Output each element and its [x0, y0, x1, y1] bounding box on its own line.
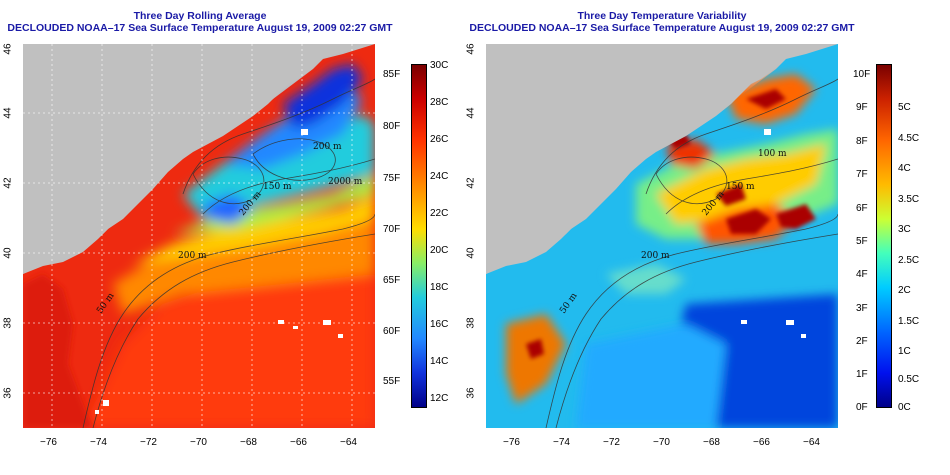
right-colorbar-c-label: 0C: [898, 402, 911, 413]
right-ytick: 46: [465, 43, 477, 55]
left-colorbar-f-label: 75F: [383, 173, 401, 184]
left-colorbar-f-label: 85F: [383, 69, 401, 80]
right-contour-label-2: 100 m: [758, 149, 787, 159]
left-colorbar-f-label: 80F: [383, 121, 401, 132]
left-colorbar-c-label: 16C: [430, 319, 449, 330]
right-ytick: 36: [465, 387, 477, 399]
right-colorbar-f-label: 3F: [856, 303, 868, 314]
left-xtick: −68: [240, 437, 257, 448]
left-colorbar-f-label: 70F: [383, 224, 401, 235]
right-xtick: −68: [703, 437, 720, 448]
left-colorbar: [411, 64, 427, 408]
left-ytick: 36: [2, 387, 14, 399]
right-xtick: −70: [653, 437, 670, 448]
left-colorbar-c-label: 18C: [430, 282, 449, 293]
right-ytick: 40: [465, 247, 477, 259]
left-ytick: 42: [2, 177, 14, 189]
right-colorbar-c-label: 4.5C: [898, 133, 920, 144]
right-colorbar-f-label: 7F: [856, 169, 868, 180]
left-sst-map: 2000 m 200 m 200 m 50 m 150 m 200 m: [23, 44, 375, 428]
left-xtick: −70: [190, 437, 207, 448]
right-colorbar-c-label: 3C: [898, 224, 911, 235]
right-colorbar-c-label: 1.5C: [898, 316, 920, 327]
right-xtick: −74: [553, 437, 570, 448]
right-colorbar-f-label: 8F: [856, 136, 868, 147]
right-title-line2: DECLOUDED NOAA–17 Sea Surface Temperatur…: [469, 22, 855, 34]
left-ytick: 44: [2, 107, 14, 119]
left-title-line2: DECLOUDED NOAA–17 Sea Surface Temperatur…: [7, 22, 393, 34]
left-colorbar-c-label: 22C: [430, 208, 449, 219]
right-contour-label-1: 150 m: [726, 182, 755, 192]
right-colorbar-f-label: 4F: [856, 269, 868, 280]
left-contour-label-6: 200 m: [313, 142, 342, 152]
right-colorbar: [876, 64, 892, 408]
left-title-line1: Three Day Rolling Average: [133, 10, 267, 22]
right-colorbar-c-label: 5C: [898, 102, 911, 113]
left-colorbar-c-label: 20C: [430, 245, 449, 256]
left-xtick: −74: [90, 437, 107, 448]
right-colorbar-c-label: 1C: [898, 346, 911, 357]
right-variability-map: 150 m 100 m 200 m 200 m 50 m: [486, 44, 838, 428]
left-ytick: 38: [2, 317, 14, 329]
right-colorbar-c-label: 3.5C: [898, 194, 920, 205]
right-colorbar-f-label: 1F: [856, 369, 868, 380]
left-contour-label-5: 150 m: [263, 182, 292, 192]
left-colorbar-c-label: 24C: [430, 171, 449, 182]
left-contour-label-2: 200 m: [178, 251, 207, 261]
right-ytick: 44: [465, 107, 477, 119]
left-colorbar-c-label: 28C: [430, 97, 449, 108]
right-ytick: 42: [465, 177, 477, 189]
right-colorbar-f-label: 9F: [856, 102, 868, 113]
left-ytick: 40: [2, 247, 14, 259]
right-xtick: −66: [753, 437, 770, 448]
right-colorbar-f-label: 10F: [853, 69, 871, 80]
right-colorbar-f-label: 2F: [856, 336, 868, 347]
right-title-line1: Three Day Temperature Variability: [577, 10, 747, 22]
left-xtick: −72: [140, 437, 157, 448]
left-colorbar-c-label: 30C: [430, 60, 449, 71]
right-xtick: −76: [503, 437, 520, 448]
right-colorbar-c-label: 2.5C: [898, 255, 920, 266]
left-colorbar-c-label: 14C: [430, 356, 449, 367]
right-colorbar-c-label: 0.5C: [898, 374, 920, 385]
left-xtick: −64: [340, 437, 357, 448]
left-xtick: −76: [40, 437, 57, 448]
right-contour-label-3: 200 m: [641, 251, 670, 261]
left-colorbar-f-label: 65F: [383, 275, 401, 286]
right-xtick: −72: [603, 437, 620, 448]
left-sst-map-svg: 2000 m 200 m 200 m 50 m 150 m 200 m: [23, 44, 375, 428]
right-ytick: 38: [465, 317, 477, 329]
right-colorbar-f-label: 6F: [856, 203, 868, 214]
left-contour-label-1: 2000 m: [328, 177, 363, 187]
left-colorbar-c-label: 26C: [430, 134, 449, 145]
right-colorbar-f-label: 5F: [856, 236, 868, 247]
left-colorbar-f-label: 55F: [383, 376, 401, 387]
left-ytick: 46: [2, 43, 14, 55]
right-colorbar-f-label: 0F: [856, 402, 868, 413]
right-variability-map-svg: 150 m 100 m 200 m 200 m 50 m: [486, 44, 838, 428]
right-xtick: −64: [803, 437, 820, 448]
right-colorbar-c-label: 2C: [898, 285, 911, 296]
right-colorbar-c-label: 4C: [898, 163, 911, 174]
left-colorbar-c-label: 12C: [430, 393, 449, 404]
left-xtick: −66: [290, 437, 307, 448]
left-colorbar-f-label: 60F: [383, 326, 401, 337]
